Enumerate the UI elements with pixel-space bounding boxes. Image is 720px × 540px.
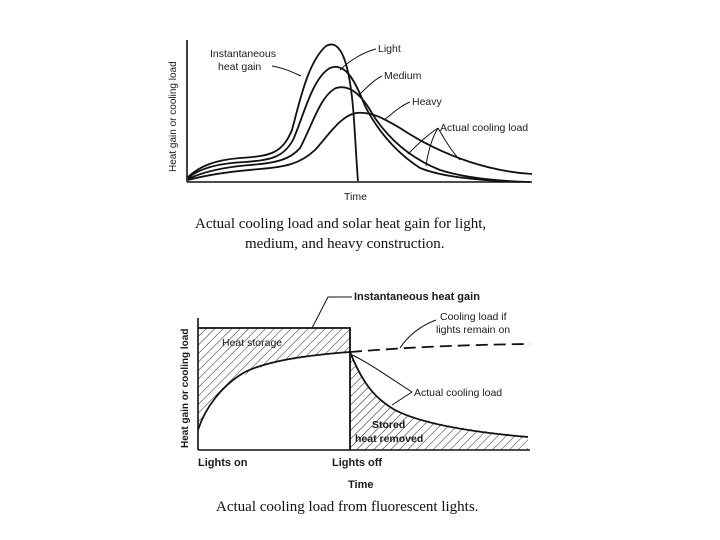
fig2-heat-storage-area (198, 328, 350, 432)
fig2-label-cooling-if-1: Cooling load if (440, 311, 507, 323)
fig2-label-lights-on: Lights on (198, 457, 248, 469)
fig1-heavy-cooling-curve (187, 111, 533, 181)
fig1-leader-medium (357, 75, 383, 97)
figure-2: Heat gain or cooling load Instantaneous … (180, 291, 531, 515)
fig1-label-light: Light (378, 43, 401, 55)
fig1-label-instantaneous-1: Instantaneous (210, 48, 276, 60)
fig2-leader-actual-2 (391, 391, 413, 406)
fig1-light-cooling-curve (187, 65, 521, 183)
fig2-cooling-if-on-dashed (349, 343, 531, 353)
fig2-y-axis-label: Heat gain or cooling load (180, 329, 191, 448)
fig2-caption: Actual cooling load from fluorescent lig… (216, 499, 478, 515)
fig1-caption-line2: medium, and heavy construction. (245, 236, 445, 252)
fig2-leader-instantaneous (311, 296, 352, 329)
fig2-x-axis-label: Time (348, 479, 373, 491)
fig2-label-cooling-if-2: lights remain on (436, 324, 510, 336)
fig2-label-stored-2: heat removed (355, 433, 423, 445)
fig1-label-actual-cooling: Actual cooling load (440, 122, 528, 134)
fig2-label-actual-cooling: Actual cooling load (414, 387, 502, 399)
fig1-caption-line1: Actual cooling load and solar heat gain … (195, 216, 486, 232)
fig1-leader-instantaneous (271, 65, 302, 77)
fig1-leader-light (339, 48, 377, 71)
fig1-label-instantaneous-2: heat gain (218, 61, 261, 73)
fig2-label-stored-1: Stored (372, 419, 405, 431)
fig2-label-lights-off: Lights off (332, 457, 382, 469)
fig2-instantaneous-heat-gain-line (198, 327, 351, 450)
fig1-label-heavy: Heavy (412, 96, 443, 108)
fig1-y-axis-label: Heat gain or cooling load (168, 61, 179, 172)
fig2-label-instantaneous: Instantaneous heat gain (354, 291, 480, 303)
fig1-x-axis-label: Time (344, 191, 367, 203)
fig1-leader-actual-1 (407, 127, 439, 155)
fig1-leader-heavy (383, 101, 411, 121)
fig1-leader-actual-3 (437, 127, 461, 161)
fig2-label-heat-storage: Heat storage (222, 337, 282, 349)
fig2-leader-actual-1 (349, 353, 413, 393)
fig1-medium-cooling-curve (187, 86, 531, 183)
figure-1: Heat gain or cooling load Time Instantan… (168, 40, 533, 252)
fig2-leader-cooling-if (399, 319, 437, 349)
fig1-leader-actual-2 (425, 127, 439, 167)
fig2-stored-heat-area (350, 352, 528, 450)
fig1-instantaneous-heat-gain-curve (187, 43, 359, 182)
fig1-label-medium: Medium (384, 70, 422, 82)
